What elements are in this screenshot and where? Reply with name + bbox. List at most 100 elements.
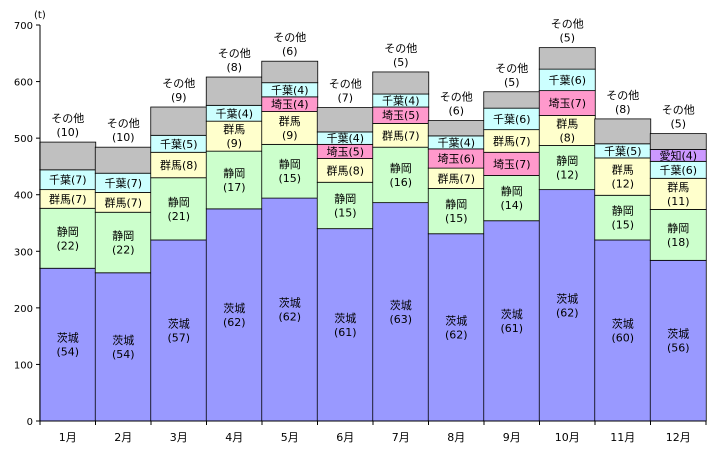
- x-tick-label: 8月: [447, 431, 465, 444]
- segment-label: その他(8): [606, 89, 639, 116]
- segment-label: 千葉(4): [326, 131, 364, 145]
- segment-label: 群馬(7): [437, 171, 475, 185]
- segment-label: 群馬(7): [382, 128, 420, 142]
- segment-label: 愛知(4): [659, 148, 697, 162]
- bar-segment-その他: [316, 107, 374, 133]
- segment-label: その他(10): [107, 117, 140, 144]
- segment-label: 茨城(56): [667, 327, 690, 355]
- axis-layer: 0 100 200 300 400 500 600 700 1月 2月 3月 4月 5月 6月 7月 8月 9月…: [14, 21, 707, 444]
- bar-segment-静岡: [594, 194, 652, 241]
- segment-label: 茨城(62): [445, 313, 468, 341]
- segment-label: 千葉(6): [659, 163, 697, 177]
- segment-label: 茨城(54): [112, 333, 135, 361]
- bar-group-4: 茨城(62) 静岡(17) 群馬(9) 千葉(4) その他(8): [205, 47, 263, 422]
- bar-segment-その他: [94, 146, 152, 174]
- x-tick-label: 3月: [170, 431, 188, 444]
- bar-group-10: 茨城(62) 静岡(12) 群馬(8) 埼玉(7) 千葉(6) その他(5): [538, 18, 596, 422]
- y-tick-label: 700: [14, 21, 33, 32]
- segment-label: 千葉(4): [382, 94, 420, 108]
- bar-segment-群馬: [594, 157, 652, 196]
- x-tick-label: 12月: [666, 431, 691, 444]
- segment-label: その他(5): [384, 42, 417, 69]
- segment-label: 埼玉(7): [548, 96, 586, 110]
- segment-label: 静岡(15): [278, 157, 301, 185]
- bar-segment-茨城: [538, 189, 596, 422]
- bar-group-7: 茨城(63) 静岡(16) 群馬(7) 埼玉(5)千葉(4) その他(5): [372, 42, 430, 422]
- segment-label: 千葉(5): [160, 137, 198, 151]
- segment-label: 静岡(12): [556, 154, 579, 182]
- segment-label: 静岡(21): [167, 195, 190, 223]
- segment-label: その他(5): [662, 104, 695, 131]
- bar-segment-茨城: [372, 202, 430, 422]
- bar-segment-群馬: [261, 111, 319, 145]
- segment-label: その他(9): [162, 77, 195, 104]
- bar-segment-茨城: [205, 208, 263, 422]
- x-tick-label: 1月: [59, 431, 77, 444]
- x-tick-label: 4月: [225, 431, 243, 444]
- bar-segment-茨城: [39, 267, 97, 422]
- segment-label: 茨城(61): [500, 307, 523, 335]
- segment-label: 群馬(9): [223, 122, 245, 150]
- segment-label: 千葉(7): [104, 176, 142, 190]
- bar-segment-静岡: [483, 175, 541, 222]
- segment-label: 埼玉(4): [271, 97, 309, 111]
- bar-segment-その他: [39, 141, 97, 171]
- segment-label: 静岡(14): [500, 184, 523, 212]
- segment-label: 茨城(57): [167, 316, 190, 344]
- bar-segment-茨城: [261, 197, 319, 422]
- x-tick-label: 9月: [503, 431, 521, 444]
- x-tick-label: 6月: [336, 431, 354, 444]
- segment-label: 茨城(62): [278, 296, 301, 324]
- x-tick-label: 10月: [555, 431, 580, 444]
- bar-segment-その他: [261, 60, 319, 84]
- y-tick-label: 100: [14, 360, 33, 371]
- segment-label: 千葉(4): [271, 83, 309, 97]
- bar-segment-静岡: [649, 209, 707, 261]
- bar-segment-その他: [150, 106, 208, 136]
- segment-label: 茨城(62): [223, 301, 246, 329]
- bar-segment-群馬: [150, 151, 208, 179]
- segment-label: 静岡(22): [56, 224, 79, 252]
- bar-group-6: 茨城(61) 静岡(15) 群馬(8) 埼玉(5)千葉(4) その他(7): [316, 78, 374, 422]
- segment-label: 群馬(11): [667, 180, 690, 208]
- segment-label: 群馬(7): [104, 195, 142, 209]
- segment-label: 埼玉(6): [437, 152, 475, 166]
- bar-segment-群馬: [649, 177, 707, 210]
- bar-group-2: 茨城(54) 静岡(22) 群馬(7) 千葉(7) その他(10): [94, 117, 152, 422]
- bar-segment-静岡: [39, 207, 97, 269]
- bar-segment-その他: [649, 133, 707, 150]
- bar-segment-茨城: [649, 259, 707, 422]
- bar-segment-静岡: [261, 143, 319, 199]
- segment-label: 群馬(9): [279, 114, 301, 142]
- segment-label: 茨城(62): [556, 291, 579, 319]
- segment-label: 埼玉(5): [326, 144, 364, 158]
- bar-group-5: 茨城(62) 静岡(15) 群馬(9) 埼玉(4)千葉(4) その他(6): [261, 31, 319, 422]
- segment-label: その他(5): [495, 62, 528, 89]
- segment-label: 静岡(15): [334, 191, 357, 219]
- y-tick-label: 500: [14, 134, 33, 145]
- bar-group-9: 茨城(61) 静岡(14) 埼玉(7) 群馬(7) 千葉(6) その他(5): [483, 62, 541, 422]
- y-tick-label: 200: [14, 304, 33, 315]
- x-tick-label: 5月: [281, 431, 299, 444]
- segment-label: 千葉(4): [215, 106, 253, 120]
- segment-label: 埼玉(5): [382, 108, 420, 122]
- segment-label: 千葉(4): [437, 135, 475, 149]
- segment-label: 千葉(7): [49, 173, 87, 187]
- segment-label: 茨城(54): [56, 331, 79, 359]
- segment-label: 千葉(5): [604, 144, 642, 158]
- bar-segment-その他: [205, 76, 263, 106]
- segment-label: 茨城(63): [389, 298, 412, 326]
- bar-segment-その他: [483, 91, 541, 109]
- segment-label: 静岡(17): [223, 166, 246, 194]
- bar-segment-その他: [538, 47, 596, 70]
- segment-label: 千葉(6): [493, 112, 531, 126]
- segment-label: 静岡(22): [112, 229, 135, 257]
- segment-label: 埼玉(7): [493, 157, 531, 171]
- segment-label: 群馬(8): [160, 158, 198, 172]
- bar-segment-静岡: [316, 181, 374, 230]
- y-tick-label: 300: [14, 247, 33, 258]
- segment-label: 茨城(60): [611, 316, 634, 344]
- bar-segment-その他: [427, 120, 485, 137]
- bar-segment-静岡: [538, 145, 596, 191]
